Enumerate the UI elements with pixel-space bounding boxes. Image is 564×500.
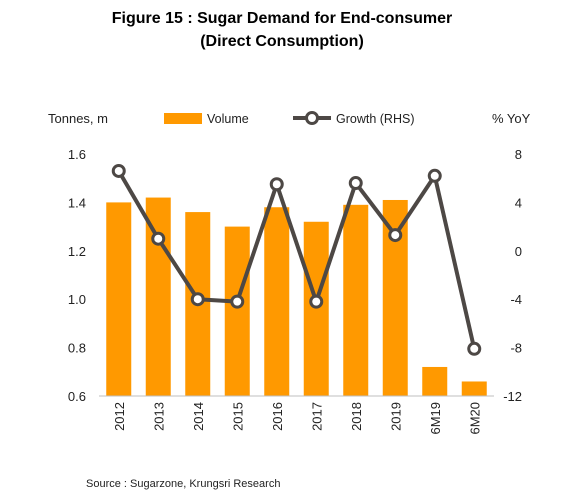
volume-bar [106, 202, 132, 396]
volume-bar [303, 221, 329, 396]
left-tick-label: 1.2 [68, 244, 86, 259]
growth-point [427, 168, 442, 183]
legend-growth-marker [305, 111, 319, 125]
x-tick-label: 6M20 [467, 402, 482, 435]
left-axis-ticks: 1.6 1.4 1.2 1.0 0.8 0.6 [68, 147, 86, 404]
right-tick-label: 0 [515, 244, 522, 259]
volume-bar [224, 226, 250, 396]
left-tick-label: 0.6 [68, 389, 86, 404]
growth-point [388, 228, 403, 243]
right-tick-label: 8 [515, 147, 522, 162]
volume-bar [343, 204, 369, 396]
x-tick-label: 2014 [191, 402, 206, 431]
left-tick-label: 1.0 [68, 292, 86, 307]
x-tick-label: 2017 [309, 402, 324, 431]
volume-bar [461, 381, 487, 396]
legend-growth-label: Growth (RHS) [336, 112, 414, 126]
chart-subtitle: (Direct Consumption) [200, 33, 364, 50]
growth-line [117, 169, 477, 350]
growth-point [151, 231, 166, 246]
right-tick-label: 4 [515, 195, 522, 210]
source-note: Source : Sugarzone, Krungsri Research [86, 478, 281, 490]
growth-point [348, 176, 363, 191]
volume-bar [422, 366, 448, 396]
combo-chart: Tonnes, m % YoY Volume Growth (RHS) 1.61… [48, 111, 531, 435]
x-tick-label: 2012 [112, 402, 127, 431]
legend-volume-swatch [164, 113, 202, 124]
right-axis-ticks: 8 4 0 -4 -8 -12 [503, 147, 522, 404]
x-tick-label: 2019 [388, 402, 403, 431]
growth-series [111, 163, 482, 356]
growth-point [467, 341, 482, 356]
right-tick-label: -8 [510, 341, 522, 356]
x-tick-label: 2015 [230, 402, 245, 431]
x-tick-label: 2013 [151, 402, 166, 431]
left-tick-label: 1.6 [68, 147, 86, 162]
volume-bar [145, 197, 171, 396]
left-tick-label: 0.8 [68, 341, 86, 356]
volume-bars [106, 197, 487, 396]
growth-point [190, 292, 205, 307]
left-tick-label: 1.4 [68, 195, 86, 210]
volume-bar [264, 207, 290, 396]
chart-title: Figure 15 : Sugar Demand for End-consume… [111, 10, 453, 27]
legend-volume-label: Volume [207, 112, 249, 126]
left-axis-label: Tonnes, m [48, 111, 108, 126]
legend: Volume Growth (RHS) [164, 111, 414, 126]
right-axis-label: % YoY [492, 111, 531, 126]
right-tick-label: -4 [510, 292, 522, 307]
growth-point [269, 177, 284, 192]
x-tick-label: 6M19 [428, 402, 443, 435]
x-tick-label: 2018 [349, 402, 364, 431]
right-tick-label: -12 [503, 389, 522, 404]
growth-point [111, 163, 126, 178]
growth-point [309, 294, 324, 309]
x-axis-labels: 2012 2013 2014 2015 2016 2017 2018 2019 6M19 6M20 [112, 402, 483, 435]
growth-point [230, 294, 245, 309]
x-tick-label: 2016 [270, 402, 285, 431]
